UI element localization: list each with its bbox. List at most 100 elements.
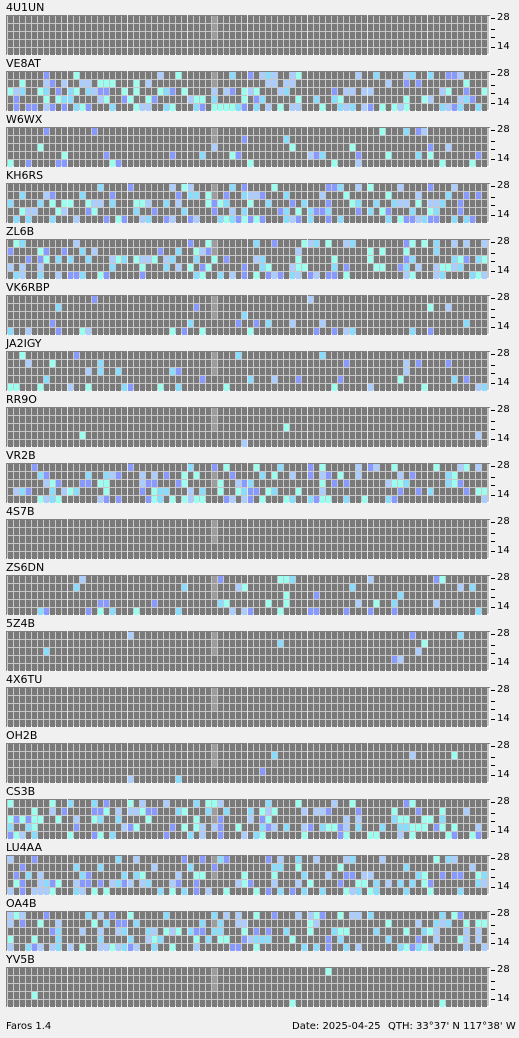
beacon-panel-zs6dn: ZS6DN 28 14 xyxy=(0,560,519,616)
signal-cell xyxy=(80,576,85,583)
signal-cell xyxy=(206,416,211,423)
signal-cell xyxy=(458,544,463,551)
signal-cell xyxy=(410,328,415,335)
signal-cell xyxy=(458,200,463,207)
signal-cell xyxy=(218,648,223,655)
signal-cell xyxy=(374,80,379,87)
signal-cell xyxy=(116,240,121,247)
signal-cell xyxy=(20,520,25,527)
signal-cell xyxy=(302,96,307,103)
signal-cell xyxy=(164,552,169,559)
signal-cell xyxy=(302,368,307,375)
signal-cell xyxy=(248,32,253,39)
signal-cell xyxy=(458,576,463,583)
signal-cell xyxy=(176,464,181,471)
signal-cell xyxy=(302,296,307,303)
signal-cell xyxy=(98,264,103,271)
signal-cell xyxy=(188,328,193,335)
signal-cell xyxy=(98,552,103,559)
signal-cell xyxy=(26,632,31,639)
signal-cell xyxy=(182,416,187,423)
signal-cell xyxy=(302,304,307,311)
signal-cell xyxy=(266,48,271,55)
signal-cell xyxy=(380,552,385,559)
scale-tick xyxy=(491,37,495,38)
signal-cell xyxy=(182,424,187,431)
signal-cell xyxy=(422,488,427,495)
signal-cell xyxy=(170,640,175,647)
signal-cell xyxy=(254,32,259,39)
signal-cell xyxy=(194,160,199,167)
signal-cell xyxy=(470,296,475,303)
scale-label-top: 28 xyxy=(497,460,510,471)
signal-cell xyxy=(176,536,181,543)
signal-cell xyxy=(374,320,379,327)
scale-tick xyxy=(491,634,495,635)
signal-cell xyxy=(320,16,325,23)
signal-cell xyxy=(332,272,337,279)
signal-cell xyxy=(116,304,121,311)
signal-cell xyxy=(182,320,187,327)
signal-cell xyxy=(476,264,481,271)
signal-cell xyxy=(80,376,85,383)
signal-cell xyxy=(296,48,301,55)
signal-cell xyxy=(350,640,355,647)
signal-cell xyxy=(158,312,163,319)
signal-cell xyxy=(164,528,169,535)
signal-cell xyxy=(458,184,463,191)
signal-cell xyxy=(122,72,127,79)
signal-cell xyxy=(158,256,163,263)
signal-cell xyxy=(230,584,235,591)
signal-cell xyxy=(188,216,193,223)
signal-cell xyxy=(266,88,271,95)
signal-cell xyxy=(68,320,73,327)
signal-cell xyxy=(230,144,235,151)
signal-cell xyxy=(158,88,163,95)
signal-cell xyxy=(50,136,55,143)
signal-cell xyxy=(158,640,163,647)
signal-cell xyxy=(50,408,55,415)
signal-cell xyxy=(164,432,169,439)
signal-cell xyxy=(458,416,463,423)
signal-cell xyxy=(314,152,319,159)
signal-cell xyxy=(8,520,13,527)
signal-cell xyxy=(404,248,409,255)
signal-cell xyxy=(416,304,421,311)
signal-cell xyxy=(398,632,403,639)
signal-cell xyxy=(98,152,103,159)
signal-cell xyxy=(194,440,199,447)
signal-cell xyxy=(224,48,229,55)
signal-cell xyxy=(68,648,73,655)
signal-cell xyxy=(296,40,301,47)
signal-cell xyxy=(152,488,157,495)
signal-cell xyxy=(128,368,133,375)
scale-tick xyxy=(491,551,495,552)
signal-cell xyxy=(368,272,373,279)
signal-cell xyxy=(74,312,79,319)
station-callsign: 5Z4B xyxy=(6,617,36,630)
signal-cell xyxy=(266,416,271,423)
signal-cell xyxy=(356,32,361,39)
signal-cell xyxy=(116,104,121,111)
signal-cell xyxy=(356,200,361,207)
signal-cell xyxy=(230,240,235,247)
signal-cell xyxy=(164,248,169,255)
signal-cell xyxy=(224,264,229,271)
signal-cell xyxy=(470,360,475,367)
signal-cell xyxy=(182,48,187,55)
signal-cell xyxy=(350,48,355,55)
signal-cell xyxy=(236,272,241,279)
signal-cell xyxy=(20,312,25,319)
signal-cell xyxy=(176,408,181,415)
signal-cell xyxy=(62,104,67,111)
signal-cell xyxy=(44,48,49,55)
signal-cell xyxy=(326,480,331,487)
signal-cell xyxy=(128,192,133,199)
signal-cell xyxy=(212,656,217,663)
signal-cell xyxy=(152,536,157,543)
signal-cell xyxy=(32,368,37,375)
signal-cell xyxy=(164,80,169,87)
signal-cell xyxy=(98,272,103,279)
signal-cell xyxy=(302,208,307,215)
signal-cell xyxy=(374,416,379,423)
